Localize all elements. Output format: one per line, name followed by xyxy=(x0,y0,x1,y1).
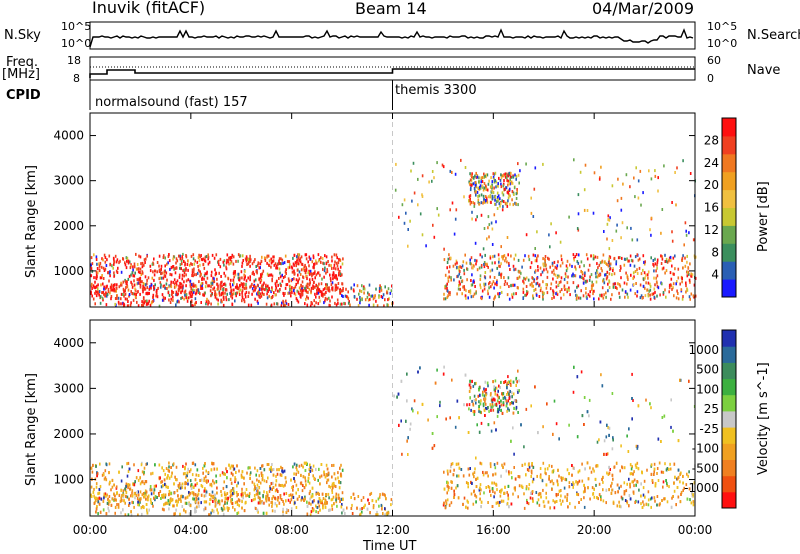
nave-label: Nave xyxy=(747,63,781,78)
cpid-label: CPID xyxy=(6,88,41,103)
velocity-xtick-label-2: 08:00 xyxy=(274,523,309,537)
power-ytick-label-1: 2000 xyxy=(53,219,84,233)
mini-panels xyxy=(89,21,696,110)
nave-top-tick: 60 xyxy=(707,54,721,67)
freq-label: Freq. xyxy=(6,55,38,70)
power-colorbar-tick-6: 28 xyxy=(704,133,719,147)
nsky-trace xyxy=(89,28,694,48)
power-colorbar: 4 8 12 16 20 24 28 xyxy=(704,117,737,298)
nsearch-label: N.Search xyxy=(747,28,800,43)
power-ylabel: Slant Range [km] xyxy=(24,165,39,278)
velocity-colorbar-tick-1: 500 xyxy=(696,363,719,377)
velocity-colorbar-tick-0: 1000 xyxy=(688,343,719,357)
beam-title: Beam 14 xyxy=(355,0,427,18)
velocity-xtick-label-5: 20:00 xyxy=(577,523,612,537)
power-colorbar-tick-0: 4 xyxy=(711,268,719,282)
date-title: 04/Mar/2009 xyxy=(592,0,695,18)
velocity-colorbar-swatch-4 xyxy=(722,427,736,444)
velocity-xtick-label-4: 16:00 xyxy=(476,523,511,537)
freq-bottom-tick: 8 xyxy=(73,72,80,85)
nsky-label: N.Sky xyxy=(4,28,41,43)
cpid-segment-1: normalsound (fast) 157 xyxy=(95,95,248,110)
nave-bottom-tick: 0 xyxy=(707,72,714,85)
velocity-colorbar-swatch-0 xyxy=(722,491,736,509)
velocity-xtick-label-0: 00:00 xyxy=(73,523,108,537)
power-colorbar-tick-2: 12 xyxy=(704,223,719,237)
velocity-colorbar-swatch-2 xyxy=(722,459,736,477)
power-colorbar-swatch-0 xyxy=(722,279,736,298)
velocity-colorbar-tick-4: -25 xyxy=(699,422,719,436)
power-colorbar-swatch-6 xyxy=(722,171,736,191)
velocity-ylabel: Slant Range [km] xyxy=(24,373,39,486)
velocity-colorbar-label: Velocity [m s^-1] xyxy=(756,362,771,475)
velocity-colorbar-tick-7: -1000 xyxy=(684,481,719,495)
velocity-panel: 1000 2000 3000 4000 00:00 04:00 08:00 12:00 16:0… xyxy=(53,319,713,537)
velocity-colorbar-frame xyxy=(721,329,737,509)
x-axis-label: Time UT xyxy=(363,539,417,554)
power-panel: 1000 2000 3000 4000 xyxy=(53,112,697,308)
nsearch-bottom-tick: 10^0 xyxy=(707,37,738,50)
velocity-colorbar-swatch-5 xyxy=(722,410,736,428)
velocity-xtick-label-1: 04:00 xyxy=(174,523,209,537)
power-ytick-label-3: 4000 xyxy=(53,129,84,143)
velocity-colorbar-swatch-8 xyxy=(722,362,736,380)
velocity-colorbar: 1000 500 100 25 -25 -100 -500 -1000 xyxy=(684,329,737,509)
velocity-colorbar-swatch-3 xyxy=(722,443,736,460)
station-title: Inuvik (fitACF) xyxy=(92,0,206,17)
power-colorbar-swatch-3 xyxy=(722,225,736,244)
freq-top-tick: 18 xyxy=(67,54,81,67)
velocity-colorbar-swatch-7 xyxy=(722,378,736,396)
cpid-segment-2: themis 3300 xyxy=(395,83,477,98)
freq-trace xyxy=(89,68,695,78)
nsky-panel-frame xyxy=(89,21,696,50)
power-colorbar-swatch-9 xyxy=(722,118,736,137)
nsearch-top-tick: 10^5 xyxy=(707,20,738,33)
power-colorbar-swatch-7 xyxy=(722,153,736,173)
velocity-colorbar-tick-2: 100 xyxy=(696,382,719,396)
power-colorbar-frame xyxy=(721,117,737,298)
power-data-cells xyxy=(90,158,697,308)
velocity-ytick-label-0: 1000 xyxy=(53,473,84,487)
velocity-ytick-label-3: 4000 xyxy=(53,336,84,350)
velocity-colorbar-swatch-9 xyxy=(722,346,736,363)
velocity-xtick-label-3: 12:00 xyxy=(375,523,410,537)
power-colorbar-swatch-2 xyxy=(722,243,736,262)
velocity-colorbar-tick-3: 25 xyxy=(704,402,719,416)
velocity-colorbar-tick-5: -100 xyxy=(692,442,719,456)
power-background xyxy=(90,113,695,307)
power-colorbar-tick-3: 16 xyxy=(704,201,719,215)
power-colorbar-tick-1: 8 xyxy=(711,245,719,259)
power-colorbar-swatch-5 xyxy=(722,189,736,208)
velocity-colorbar-swatch-1 xyxy=(722,475,736,493)
velocity-xtick-label-6: 00:00 xyxy=(678,523,713,537)
power-colorbar-swatch-1 xyxy=(722,261,736,280)
velocity-colorbar-tick-6: -500 xyxy=(692,461,719,475)
power-colorbar-tick-5: 24 xyxy=(704,156,719,170)
power-colorbar-swatch-4 xyxy=(722,207,736,226)
velocity-data-cells xyxy=(90,365,696,517)
nsky-top-tick: 10^5 xyxy=(61,20,92,33)
velocity-colorbar-label-text: Velocity [m s^-1] xyxy=(756,362,771,475)
power-colorbar-swatch-8 xyxy=(722,135,736,155)
velocity-colorbar-swatch-10 xyxy=(722,330,736,347)
power-colorbar-label: Power [dB] xyxy=(756,181,771,252)
velocity-ytick-label-1: 2000 xyxy=(53,427,84,441)
velocity-ytick-label-2: 3000 xyxy=(53,381,84,395)
nsky-bottom-tick: 10^0 xyxy=(61,37,92,50)
power-ytick-label-2: 3000 xyxy=(53,174,84,188)
power-ytick-label-0: 1000 xyxy=(53,264,84,278)
power-colorbar-tick-4: 20 xyxy=(704,178,719,192)
velocity-colorbar-swatch-6 xyxy=(722,394,736,412)
freq-unit-label: [MHz] xyxy=(2,67,40,82)
